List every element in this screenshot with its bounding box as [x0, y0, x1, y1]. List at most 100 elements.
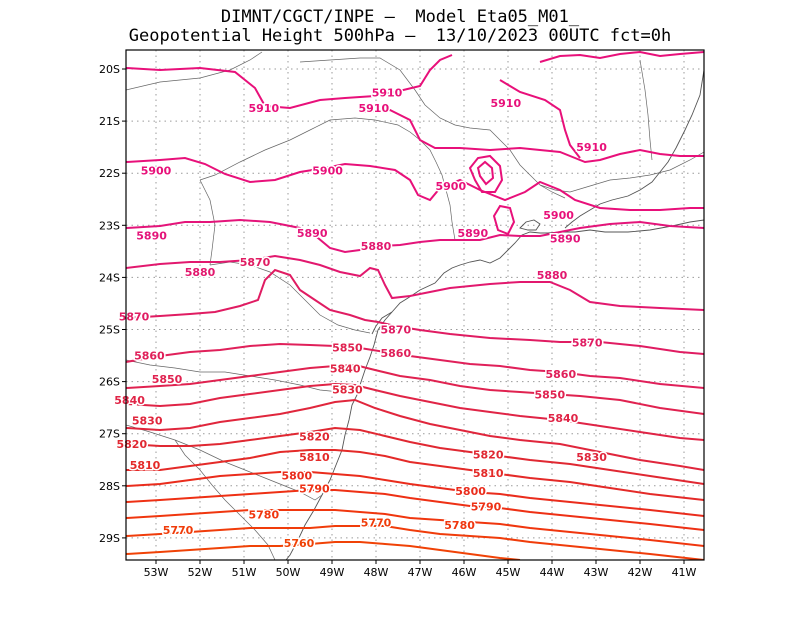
contour-line-5870 — [126, 268, 704, 355]
contour-label-5820: 5820 — [299, 430, 330, 443]
contour-line-5910 — [126, 54, 453, 110]
x-tick-label: 51W — [232, 566, 257, 579]
border-pr-sc — [209, 261, 371, 334]
x-tick-label: 49W — [320, 566, 345, 579]
x-tick-label: 46W — [452, 566, 477, 579]
contour-label-5890: 5890 — [136, 230, 167, 243]
contour-line-5790 — [126, 489, 704, 531]
x-tick-label: 43W — [584, 566, 609, 579]
contour-label-5880: 5880 — [361, 240, 392, 253]
contour-line-5780 — [126, 509, 704, 547]
contour-label-5910: 5910 — [248, 102, 279, 115]
contour-label-layer: 5910 5910 5910 5910 5910 5900 5900 5900 5900 5890… — [113, 85, 609, 552]
contour-label-5820: 5820 — [473, 449, 504, 462]
contour-line-5890 — [126, 218, 704, 254]
state-border-mg-es — [639, 59, 653, 161]
contour-line-5800 — [126, 471, 704, 517]
contour-line-5830 — [126, 398, 704, 471]
contour-line-5810 — [126, 449, 704, 501]
contour-label-5830: 5830 — [132, 415, 163, 428]
contour-line-5910 — [499, 79, 581, 159]
contour-label-5890: 5890 — [457, 227, 488, 240]
contour-label-5860: 5860 — [545, 368, 576, 381]
y-tick-label: 27S — [99, 428, 120, 441]
axis-ticks: 53W 52W 51W 50W 49W 48W 47W 46W 45W 44W 43W 42W 41W 2… — [99, 63, 697, 579]
contour-label-5760: 5760 — [284, 537, 315, 550]
contour-label-5900: 5900 — [435, 180, 466, 193]
x-tick-label: 45W — [496, 566, 521, 579]
x-tick-label: 42W — [628, 566, 653, 579]
contour-label-5810: 5810 — [299, 451, 330, 464]
contour-line-5850 — [126, 363, 704, 415]
y-tick-label: 28S — [99, 480, 120, 493]
contour-label-5880: 5880 — [537, 269, 568, 282]
contour-label-5880: 5880 — [185, 266, 216, 279]
border-uruguay-river — [174, 439, 276, 560]
state-border-sp-pr — [199, 117, 456, 241]
contour-label-5830: 5830 — [332, 383, 363, 396]
x-tick-label: 48W — [364, 566, 389, 579]
map-title-line1: DIMNT/CGCT/INPE – Model Eta05_M01_ — [220, 7, 580, 27]
contour-label-5870: 5870 — [572, 337, 603, 350]
contour-label-5790: 5790 — [471, 501, 502, 514]
y-tick-label: 25S — [99, 324, 120, 337]
border-argentina-parana — [126, 359, 341, 393]
contour-line-5900-high-a — [468, 154, 504, 193]
contour-line-5760 — [126, 541, 521, 560]
y-tick-label: 21S — [99, 115, 120, 128]
state-border-ms-pr — [126, 51, 263, 91]
contour-label-5860: 5860 — [380, 347, 411, 360]
contour-label-5870: 5870 — [240, 256, 271, 269]
map-frame — [125, 49, 705, 561]
contour-line-5900-high-c — [492, 204, 516, 236]
contour-label-5800: 5800 — [281, 469, 312, 482]
contour-label-5910: 5910 — [372, 86, 403, 99]
contour-line-5910 — [539, 50, 704, 63]
contour-label-5850: 5850 — [534, 389, 565, 402]
border-sc-rs — [126, 424, 323, 501]
contour-label-5850: 5850 — [332, 342, 363, 355]
state-border-mg-sp — [299, 57, 566, 199]
contour-line-5820 — [126, 426, 704, 485]
y-tick-label: 22S — [99, 167, 120, 180]
contour-label-5800: 5800 — [455, 485, 486, 498]
contour-line-5860 — [126, 342, 704, 389]
contour-label-5850: 5850 — [152, 373, 183, 386]
contour-layer — [126, 50, 704, 560]
x-tick-label: 47W — [408, 566, 433, 579]
contour-label-5770: 5770 — [163, 524, 194, 537]
contour-label-5770: 5770 — [361, 516, 392, 529]
contour-label-5900: 5900 — [543, 209, 574, 222]
contour-label-5900: 5900 — [141, 165, 172, 178]
y-tick-label: 24S — [99, 271, 120, 284]
y-tick-label: 26S — [99, 376, 120, 389]
x-tick-label: 53W — [144, 566, 169, 579]
contour-label-5780: 5780 — [444, 519, 475, 532]
contour-label-5790: 5790 — [299, 482, 330, 495]
contour-label-5810: 5810 — [473, 467, 504, 480]
coastline-rj-bay — [519, 219, 541, 231]
border-paraguay — [199, 179, 216, 266]
contour-label-5810: 5810 — [130, 459, 161, 472]
contour-label-5910: 5910 — [576, 141, 607, 154]
contour-label-5890: 5890 — [550, 232, 581, 245]
contour-label-5840: 5840 — [114, 394, 145, 407]
contour-line-5770 — [126, 525, 704, 560]
contour-label-5840: 5840 — [330, 363, 361, 376]
contour-label-5860: 5860 — [134, 350, 165, 363]
x-tick-label: 50W — [276, 566, 301, 579]
contour-label-5840: 5840 — [548, 412, 579, 425]
x-tick-label: 44W — [540, 566, 565, 579]
coastline — [285, 219, 704, 560]
contour-label-5890: 5890 — [297, 227, 328, 240]
contour-label-5870: 5870 — [119, 310, 150, 323]
contour-label-5830: 5830 — [576, 451, 607, 464]
x-tick-label: 41W — [672, 566, 697, 579]
contour-line-5840 — [126, 382, 704, 441]
y-tick-label: 20S — [99, 63, 120, 76]
contour-label-5900: 5900 — [312, 165, 343, 178]
y-tick-label: 29S — [99, 532, 120, 545]
contour-line-5880 — [126, 254, 704, 311]
contour-line-5910 — [359, 108, 704, 164]
